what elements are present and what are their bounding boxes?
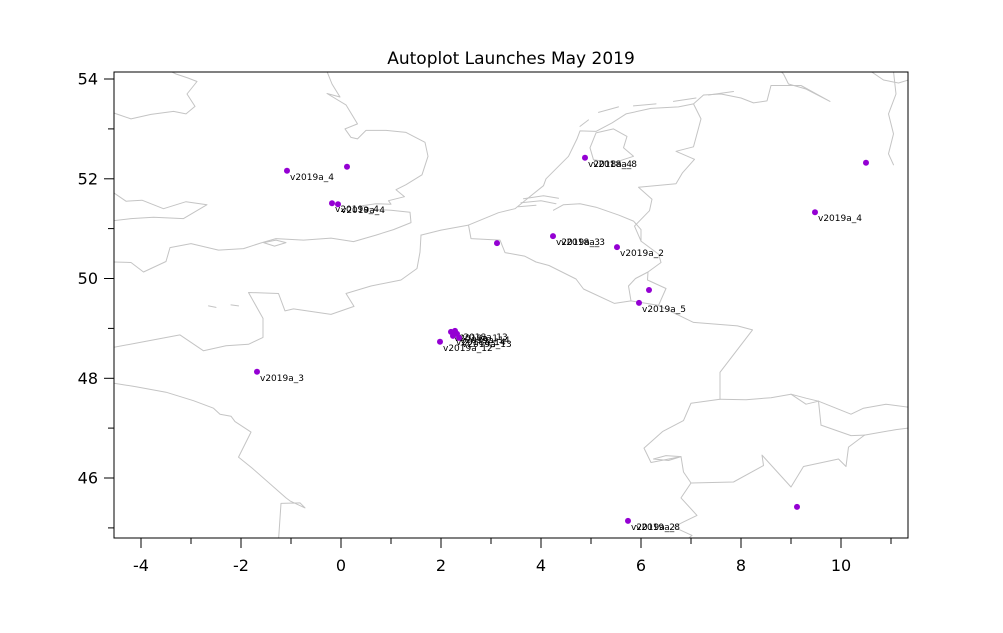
map-outline: [114, 192, 208, 222]
x-tick-label: 6: [636, 556, 646, 575]
map-outline: [719, 393, 819, 402]
map-outline: [518, 204, 537, 208]
chart-title: Autoplot Launches May 2019: [387, 49, 635, 69]
map-outline: [263, 239, 287, 247]
data-point: [494, 240, 500, 247]
data-point-label: v2019a_5: [642, 305, 686, 315]
map-outline: [673, 97, 697, 102]
x-tick-label: -4: [133, 556, 149, 575]
map-outline: [708, 91, 734, 96]
data-point: [794, 503, 800, 510]
map-outline: [634, 103, 702, 242]
data-point-label: v2018a_4: [588, 160, 632, 170]
y-tick-label: 50: [78, 269, 98, 288]
data-point: [329, 200, 335, 207]
y-tick-label: 52: [78, 169, 98, 188]
map-outline: [589, 128, 634, 164]
data-point: [582, 154, 588, 161]
map-outline: [643, 398, 721, 484]
x-tick-label: 0: [336, 556, 346, 575]
data-point-label: v2018a_8: [593, 160, 637, 170]
map-outline: [468, 224, 659, 306]
map-layer: [114, 72, 908, 538]
x-tick-label: 2: [436, 556, 446, 575]
map-outline: [818, 400, 822, 426]
map-outline: [658, 304, 753, 400]
map-outline: [114, 234, 422, 352]
data-point: [646, 287, 652, 293]
data-point: [254, 368, 260, 375]
data-point: [812, 209, 818, 216]
map-outline: [208, 305, 217, 308]
map-outline: [114, 72, 429, 273]
data-point-label: v2019a_2: [620, 249, 664, 259]
map-outline: [790, 393, 819, 405]
points-layer: v2019a_4v2019a_4v2019a_4v2018a_4v2018a_8…: [254, 154, 869, 533]
data-point-label: v2019a_4: [818, 214, 862, 224]
x-tick-label: 4: [536, 556, 546, 575]
data-point: [625, 517, 631, 524]
data-point: [344, 163, 350, 170]
data-point-label: v2019a_3: [260, 374, 304, 384]
map-outline: [230, 304, 239, 307]
map-outline: [598, 106, 619, 113]
data-point-label: v2019a_8: [636, 523, 680, 533]
data-point: [614, 244, 620, 251]
data-point: [450, 332, 456, 339]
y-tick-label: 54: [78, 70, 98, 89]
map-outline: [628, 271, 649, 302]
map-outline: [690, 434, 865, 488]
map-outline: [520, 200, 557, 205]
y-tick-label: 48: [78, 369, 98, 388]
data-point-label: v2019a_1: [454, 334, 498, 344]
map-outline: [653, 455, 682, 461]
data-point: [636, 299, 642, 306]
data-point: [437, 338, 443, 345]
data-point: [456, 334, 462, 341]
map-outline: [673, 482, 698, 538]
x-tick-label: 10: [831, 556, 851, 575]
plot-canvas[interactable]: [114, 72, 908, 538]
y-tick-label: 46: [78, 469, 98, 488]
data-point-label: v2019a_12: [443, 344, 493, 354]
map-outline: [633, 103, 657, 107]
data-point: [284, 167, 290, 174]
map-outline: [870, 72, 908, 84]
data-point-label: v2019a_13: [462, 340, 512, 350]
map-outline: [818, 400, 908, 415]
x-tick-label: 8: [736, 556, 746, 575]
x-tick-label: -2: [233, 556, 249, 575]
data-point-label: v2018a_13: [458, 333, 508, 343]
data-point-label: v2018a_3: [561, 238, 605, 248]
map-outline: [523, 195, 559, 200]
map-outline: [579, 119, 589, 127]
data-point: [335, 201, 341, 208]
data-point: [863, 159, 869, 166]
map-outline: [888, 72, 897, 166]
data-point: [550, 233, 556, 240]
data-point-label: v2019a_4: [335, 205, 379, 215]
map-outline: [114, 72, 198, 120]
data-point-label: v2018a_14: [456, 338, 506, 348]
map-outline: [820, 424, 865, 437]
map-outline: [553, 203, 642, 242]
data-point-label: v2019a_4: [290, 173, 334, 183]
data-point-label: v2019a_3: [556, 238, 600, 248]
data-point-label: v2019a_2: [631, 523, 675, 533]
map-outline: [864, 427, 908, 436]
data-point-label: v2019a_4: [341, 206, 385, 216]
data-point-label: v2019a_14: [460, 336, 510, 346]
plot-border: [113, 71, 909, 539]
map-outline: [114, 382, 306, 538]
